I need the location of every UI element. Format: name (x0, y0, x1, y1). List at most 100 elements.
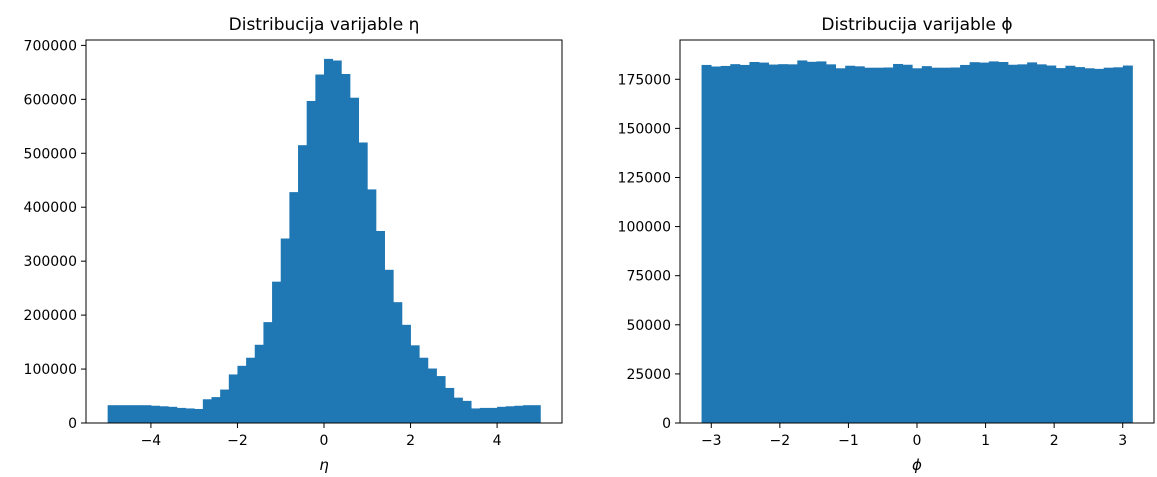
histogram-bar (419, 357, 429, 423)
histogram-bar (759, 62, 769, 424)
histogram-bar (1017, 64, 1028, 423)
histogram-bar (471, 408, 481, 423)
y-tick-label: 0 (662, 416, 671, 432)
histogram-bar (1084, 68, 1095, 423)
histogram-bar (254, 344, 264, 423)
histogram-bar (436, 376, 446, 423)
y-ticks: 0 100000 200000 300000 400000 500000 600000 700… (24, 38, 86, 432)
histogram-bar (427, 368, 437, 423)
histogram-bar (445, 387, 455, 423)
x-ticks: −3 −2 −1 0 1 2 3 (701, 423, 1127, 449)
histogram-bar (749, 62, 760, 423)
x-tick-label: −3 (701, 433, 722, 449)
x-tick-label: −4 (141, 433, 162, 449)
histogram-bar (864, 67, 875, 423)
chart-title: Distribucija varijable η (229, 15, 420, 35)
histogram-bar (462, 400, 472, 423)
histogram-bar (988, 61, 999, 423)
histogram-bar (1113, 67, 1124, 424)
bars (701, 60, 1133, 424)
histogram-bar (150, 405, 160, 423)
histogram-bar (940, 67, 951, 423)
y-tick-label: 0 (68, 416, 77, 432)
histogram-bar (921, 66, 932, 424)
histogram-bar (873, 67, 884, 423)
histogram-bar (505, 406, 515, 423)
histogram-bar (393, 302, 403, 423)
y-tick-label: 150000 (618, 121, 671, 137)
histogram-bar (739, 64, 750, 423)
histogram-bar (1103, 67, 1114, 423)
histogram-bar (324, 58, 334, 423)
histogram-bar (185, 408, 195, 423)
histogram-bar (133, 405, 143, 423)
histogram-bar (375, 230, 385, 423)
histogram-bar (332, 60, 342, 423)
histogram-bar (960, 64, 971, 423)
histogram-bar (797, 60, 808, 424)
histogram-bar (854, 66, 865, 423)
histogram-bar (806, 61, 817, 424)
histogram-bar (479, 407, 489, 423)
y-tick-label: 175000 (618, 72, 671, 88)
histogram-bar (845, 65, 856, 423)
histogram-bar (488, 407, 498, 423)
histogram-bar (931, 67, 942, 423)
phi-histogram: Distribucija varijable ϕ −3 −2 −1 0 1 2 3 0 250… (618, 15, 1155, 474)
histogram-bar (401, 324, 411, 423)
histogram-bar (349, 97, 360, 423)
histogram-bar (367, 189, 377, 423)
histogram-bar (358, 142, 368, 424)
histogram-bar (893, 63, 904, 424)
y-tick-label: 500000 (24, 146, 77, 162)
x-tick-label: −2 (770, 433, 791, 449)
x-axis-label: η (319, 456, 329, 474)
histogram-bar (220, 389, 230, 423)
histogram-bar (969, 62, 980, 423)
histogram-bar (979, 62, 990, 424)
histogram-bar (523, 405, 533, 423)
histogram-bar (1055, 68, 1066, 423)
y-tick-label: 300000 (24, 254, 77, 270)
histogram-bar (711, 66, 722, 424)
x-tick-label: 0 (320, 433, 329, 449)
x-tick-label: 4 (493, 433, 502, 449)
y-tick-label: 700000 (24, 38, 77, 54)
histogram-bar (1122, 65, 1133, 423)
x-tick-label: −1 (838, 433, 859, 449)
histogram-bar (998, 62, 1009, 423)
histogram-bar (194, 408, 204, 423)
histogram-bar (902, 64, 913, 423)
histogram-bar (1094, 68, 1105, 424)
y-tick-label: 100000 (24, 362, 77, 378)
x-tick-label: 2 (406, 433, 415, 449)
y-tick-label: 125000 (618, 170, 671, 186)
histogram-bar (1007, 64, 1018, 423)
histogram-bar (246, 357, 256, 423)
histogram-bar (531, 405, 541, 423)
histogram-bar (289, 192, 299, 423)
histogram-bar (107, 405, 117, 423)
x-tick-label: 0 (913, 433, 922, 449)
histogram-bar (237, 365, 247, 423)
y-tick-label: 600000 (24, 92, 77, 108)
histogram-bar (778, 64, 789, 423)
x-tick-label: −2 (227, 433, 248, 449)
histogram-bar (912, 68, 923, 423)
histogram-bar (202, 399, 212, 423)
chart-title: Distribucija varijable ϕ (821, 15, 1012, 35)
histogram-bar (950, 67, 961, 423)
histogram-bar (298, 145, 308, 423)
y-tick-label: 25000 (626, 367, 671, 383)
histogram-bar (701, 64, 712, 423)
histogram-bar (272, 281, 282, 423)
histogram-bar (341, 73, 351, 423)
histogram-bar (263, 322, 273, 423)
y-tick-label: 400000 (24, 200, 77, 216)
y-ticks: 0 25000 50000 75000 100000 125000 150000 175000 (618, 72, 680, 432)
histogram-bar (384, 269, 394, 423)
histogram-bar (410, 345, 420, 423)
histogram-bar (211, 397, 221, 423)
bars (107, 58, 541, 424)
